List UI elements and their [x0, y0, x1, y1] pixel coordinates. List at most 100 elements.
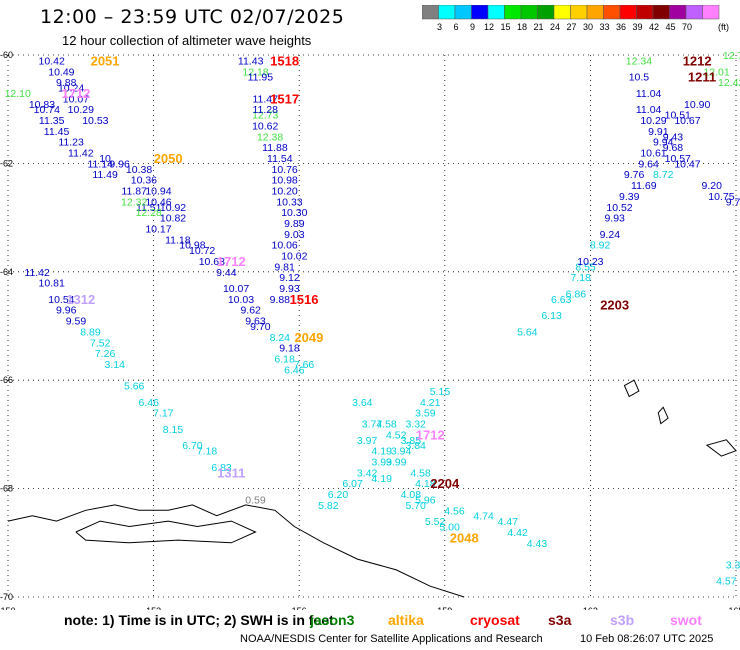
wave-height-value: 10.53: [82, 115, 108, 127]
wave-height-value: 8.72: [653, 169, 674, 181]
y-tick-label: -68: [0, 484, 13, 494]
wave-height-value: 10.52: [606, 202, 632, 214]
wave-height-value: 3.42: [357, 467, 378, 479]
mission-s3b: s3b: [610, 612, 635, 628]
wave-height-value: 3.64: [352, 397, 373, 409]
wave-height-value: 4.57: [716, 576, 737, 588]
wave-height-value: 9.76: [624, 169, 645, 181]
wave-height-value: 3.97: [357, 435, 378, 447]
pass-label: 1311: [217, 465, 245, 480]
colorbar-tick: 36: [616, 22, 626, 32]
wave-height-value: 10.75: [708, 191, 734, 203]
wave-height-value: 5.66: [124, 381, 145, 393]
colorbar-swatch: [702, 5, 720, 20]
wave-height-value: 10.29: [68, 104, 94, 116]
wave-height-value: 11.47: [252, 93, 278, 105]
wave-height-value: 9.88: [56, 77, 77, 89]
wave-height-value: 4.47: [498, 516, 519, 528]
pass-label: 2203: [600, 297, 629, 312]
wave-height-value: 4.19: [371, 446, 392, 458]
colorbar-tick: 24: [550, 22, 560, 32]
colorbar-tick: 21: [533, 22, 543, 32]
wave-height-value: 12.34: [626, 55, 652, 67]
wave-height-value: 10.98: [271, 175, 297, 187]
wave-height-value: 4.19: [371, 473, 392, 485]
wave-height-value: 11.04: [636, 104, 662, 116]
x-tick-label: 153: [146, 606, 161, 610]
wave-height-value: 9.44: [216, 267, 237, 279]
wave-height-value: 10: [99, 153, 111, 165]
wave-height-value: 5.82: [318, 500, 339, 512]
wave-height-value: 9.18: [279, 343, 300, 355]
wave-height-value: 9.64: [638, 158, 659, 170]
wave-height-value: 5.00: [439, 522, 460, 534]
wave-height-value: 9.68: [663, 142, 684, 154]
wave-height-value: 10.06: [271, 240, 297, 252]
wave-height-value: 10.74: [34, 104, 60, 116]
wave-height-value: 4.58: [376, 419, 397, 431]
wave-height-value: 3.85: [401, 435, 422, 447]
wave-height-value: 12.42: [718, 77, 740, 89]
wave-height-value: 4.18: [415, 478, 436, 490]
wave-height-value: 5.52: [425, 516, 446, 528]
wave-height-value: 10.98: [179, 240, 205, 252]
pass-label: 1712: [217, 254, 246, 269]
mission-s3a: s3a: [548, 612, 572, 628]
y-tick-label: -70: [0, 592, 13, 602]
wave-height-value: 10.33: [276, 196, 302, 208]
wave-height-value: 7.66: [294, 359, 315, 371]
wave-height-value: 10.20: [271, 186, 297, 198]
wave-height-value: 10.23: [577, 256, 603, 268]
colorbar-tick: 15: [500, 22, 510, 32]
wave-height-value: 9.20: [702, 180, 723, 192]
wave-height-value: 10.47: [674, 158, 700, 170]
wave-height-value: 9.91: [648, 126, 669, 138]
wave-height-value: 9.81: [274, 261, 295, 273]
wave-height-value: 9.93: [604, 213, 625, 225]
wave-height-map: 150 153 156 159 162 165 -60 -62 -64 -66 -68 -70 10.4…: [0, 50, 740, 610]
wave-height-value: 11.95: [248, 72, 274, 84]
wave-height-value: 3.59: [415, 408, 436, 420]
pass-label: 2204: [430, 476, 460, 491]
wave-height-value: 11.23: [58, 137, 84, 149]
wave-height-value: 10.62: [252, 120, 278, 132]
wave-height-value: 6.46: [139, 397, 160, 409]
pass-label: 2049: [294, 330, 323, 345]
wave-height-value: 8.89: [80, 326, 101, 338]
wave-height-value: 11.18: [165, 234, 191, 246]
wave-height-value: 11.42: [24, 267, 50, 279]
wave-height-value: 6.63: [551, 294, 572, 306]
wave-height-value: 9.96: [109, 158, 130, 170]
colorbar-tick: 27: [566, 22, 576, 32]
wave-height-value: 10.92: [160, 202, 186, 214]
wave-height-value: 5.70: [405, 500, 426, 512]
wave-height-value: 9.43: [663, 131, 684, 143]
wave-height-value: 10.54: [48, 294, 74, 306]
wave-height-value: 11.49: [92, 169, 118, 181]
mission-altika: altika: [388, 612, 424, 628]
x-tick-label: 150: [0, 606, 15, 610]
footer-timestamp: 10 Feb 08:26:07 UTC 2025: [580, 633, 714, 645]
wave-height-value: 7.18: [197, 446, 218, 458]
island: [657, 406, 669, 425]
wave-height-value: 4.52: [386, 429, 407, 441]
wave-height-value: 8.55: [575, 261, 596, 273]
wave-height-value: 10.07: [223, 283, 249, 295]
mission-swot: swot: [670, 612, 702, 628]
colorbar-tick: 33: [599, 22, 609, 32]
wave-height-value: 6.86: [566, 288, 587, 300]
wave-height-value: 11.45: [44, 126, 70, 138]
wave-height-value: 7.18: [570, 272, 591, 284]
mission-cryosat: cryosat: [470, 612, 520, 628]
colorbar-tick: 3: [437, 22, 442, 32]
y-tick-label: -66: [0, 375, 13, 385]
wave-height-value: 10.30: [281, 207, 307, 219]
wave-height-value: 11.69: [631, 180, 657, 192]
wave-height-value: 10.02: [281, 251, 307, 263]
wave-height-value: 10.81: [39, 278, 65, 290]
colorbar-tick: 42: [649, 22, 659, 32]
pass-label: 1517: [270, 91, 299, 106]
wave-height-value: 3.99: [386, 457, 407, 469]
colorbar-tick: 18: [517, 22, 527, 32]
wave-height-value: 10.17: [145, 223, 171, 235]
